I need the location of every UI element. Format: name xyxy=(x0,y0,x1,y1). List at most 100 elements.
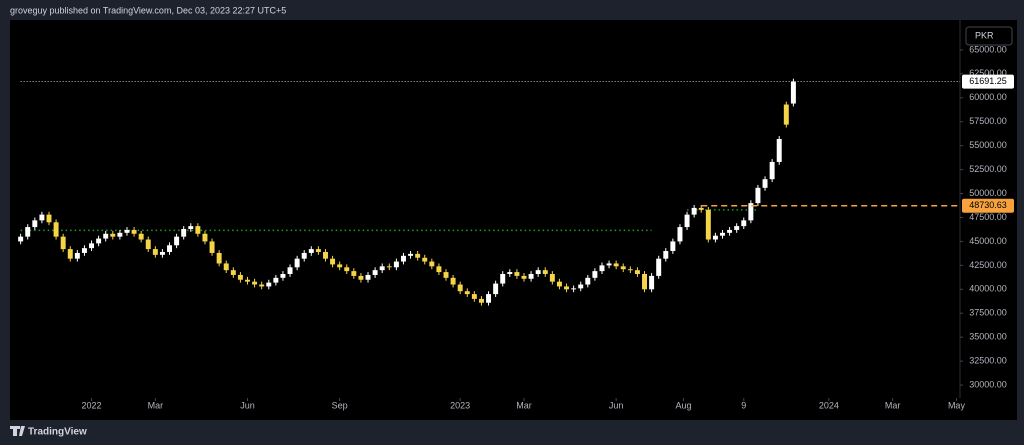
candle-body xyxy=(46,214,52,223)
candle-body xyxy=(223,263,229,271)
candle-body xyxy=(245,279,250,282)
candle-body xyxy=(81,248,87,253)
chart-panel xyxy=(10,20,1017,420)
candle-body xyxy=(592,271,598,278)
candle-body xyxy=(429,261,435,267)
y-tick-label: 52500.00 xyxy=(969,164,1007,174)
candle-body xyxy=(400,255,406,262)
candle-body xyxy=(627,269,633,271)
candle-body xyxy=(720,232,725,236)
y-tick-label: 30000.00 xyxy=(969,379,1007,389)
candle-body xyxy=(698,207,704,210)
x-tick-label: 9 xyxy=(741,400,746,410)
candle-body xyxy=(783,104,789,125)
candle-body xyxy=(712,235,718,240)
candle-body xyxy=(521,275,527,279)
candle-body xyxy=(471,294,477,299)
candle-body xyxy=(670,241,676,252)
candle-body xyxy=(620,266,626,270)
header: groveguy published on TradingView.com, D… xyxy=(10,5,286,15)
y-tick-label: 35000.00 xyxy=(969,332,1007,342)
candle-body xyxy=(755,187,761,204)
candle-body xyxy=(556,281,562,287)
candle-body xyxy=(195,226,201,234)
candle-body xyxy=(145,239,151,250)
candle-body xyxy=(131,229,137,234)
candle-body xyxy=(252,281,258,285)
candle-body xyxy=(308,249,314,253)
candle-body xyxy=(727,229,733,233)
candle-body xyxy=(237,274,243,280)
price-label-box xyxy=(962,74,1014,89)
candle-body xyxy=(422,257,428,262)
x-tick-label: May xyxy=(948,400,966,410)
y-tick-label: 45000.00 xyxy=(969,236,1007,246)
currency-label[interactable]: PKR xyxy=(975,30,994,40)
candle-body xyxy=(656,258,662,276)
candle-body xyxy=(117,232,123,237)
candle-body xyxy=(549,273,555,282)
price-label: 48730.63 xyxy=(969,200,1007,210)
candle-body xyxy=(464,291,470,295)
candle-body xyxy=(606,263,612,266)
x-tick-label: Jun xyxy=(609,400,624,410)
candle-body xyxy=(159,251,165,255)
candle-body xyxy=(415,253,421,258)
candle-body xyxy=(287,267,293,274)
candle-body xyxy=(89,243,95,249)
candle-body xyxy=(486,294,492,303)
candle-body xyxy=(259,284,265,287)
y-tick-label: 40000.00 xyxy=(969,284,1007,294)
x-tick-label: Mar xyxy=(516,400,532,410)
candle-body xyxy=(365,274,371,280)
logo xyxy=(10,426,25,436)
candle-body xyxy=(32,220,38,228)
x-tick-label: Mar xyxy=(148,400,164,410)
candle-body xyxy=(507,272,513,274)
candle-body xyxy=(96,238,102,244)
y-tick-label: 55000.00 xyxy=(969,140,1007,150)
candle-body xyxy=(188,226,194,229)
candle-body xyxy=(500,273,506,284)
x-tick-label: 2024 xyxy=(819,400,839,410)
candle-body xyxy=(230,270,236,275)
candle-body xyxy=(280,273,286,278)
candle-body xyxy=(216,252,222,264)
x-tick-label: Jun xyxy=(240,400,255,410)
candle-body xyxy=(181,228,187,237)
candle-body xyxy=(393,261,399,268)
candle-body xyxy=(649,275,655,290)
candle-body xyxy=(124,229,130,233)
x-tick-label: Mar xyxy=(885,400,901,410)
candle-body xyxy=(762,179,768,188)
candle-body xyxy=(202,233,208,242)
candle-body xyxy=(741,220,747,227)
candle-body xyxy=(167,245,172,252)
candle-body xyxy=(386,266,392,268)
candle-body xyxy=(634,270,640,274)
candle-body xyxy=(266,282,272,287)
candle-body xyxy=(564,286,570,290)
candle-body xyxy=(705,209,711,240)
currency-box[interactable] xyxy=(965,26,1013,46)
candle-body xyxy=(273,277,279,283)
candle-body xyxy=(209,241,215,253)
candle-body xyxy=(25,227,31,237)
candle-body xyxy=(457,284,463,292)
candle-body xyxy=(294,258,300,268)
candle-body xyxy=(39,214,45,221)
candle-body xyxy=(542,270,548,274)
candle-body xyxy=(315,249,321,252)
candle-body xyxy=(351,271,357,276)
y-tick-label: 47500.00 xyxy=(969,212,1007,222)
candle-body xyxy=(769,161,775,180)
y-tick-label: 37500.00 xyxy=(969,308,1007,318)
y-tick-label: 60000.00 xyxy=(969,92,1007,102)
x-tick-label: Aug xyxy=(675,400,691,410)
y-tick-label: 50000.00 xyxy=(969,188,1007,198)
candle-body xyxy=(450,277,456,285)
candle-body xyxy=(372,270,378,275)
candle-body xyxy=(578,284,584,289)
candle-body xyxy=(18,236,24,242)
